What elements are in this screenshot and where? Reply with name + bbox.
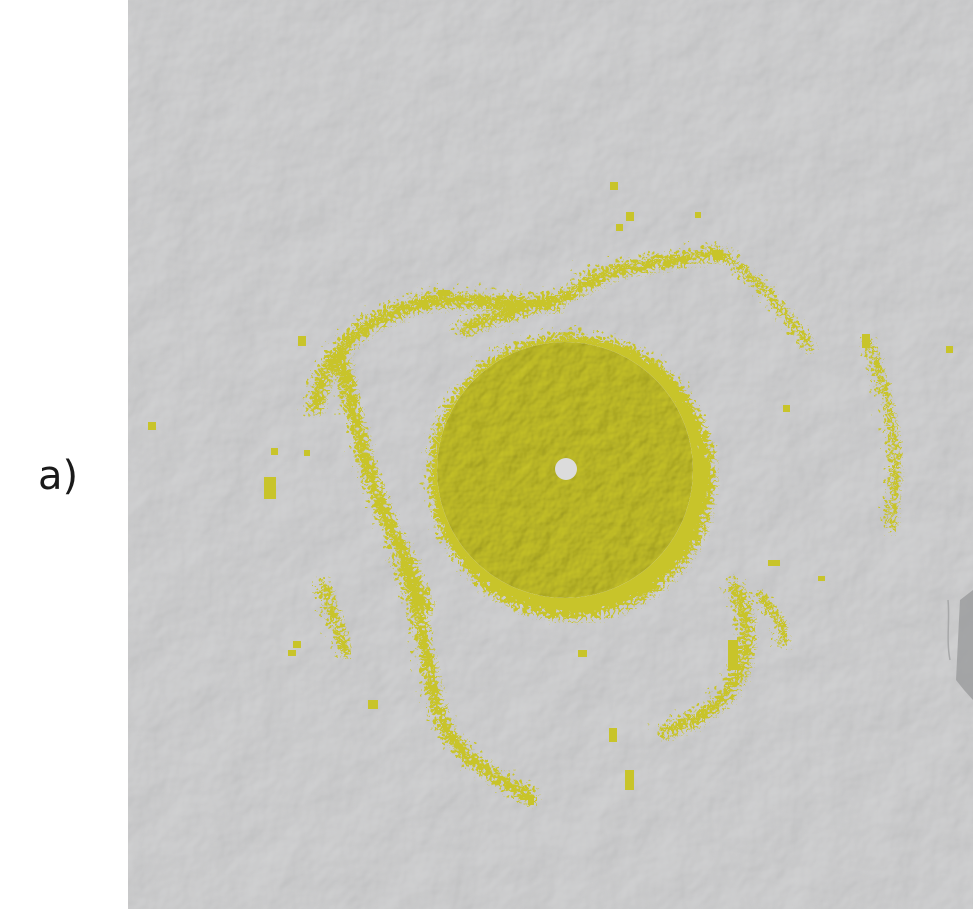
center-observer-marker [555,458,577,480]
overlay-pixel [271,448,278,455]
overlay-ring-lower-right [652,574,746,731]
overlay-pixel [264,477,276,499]
overlay-pixel [148,422,156,430]
overlay-pixel [298,336,306,346]
overlay-pixel [862,334,870,348]
overlay-ring-far-left [311,573,343,650]
terrain-stream [947,599,951,661]
overlay-pixel [818,576,825,581]
overlay-ring-upper-left [301,286,555,407]
overlay-pixel [609,728,617,742]
hillshade-map [128,0,973,909]
overlay-pixel [610,182,618,190]
overlay-pixel [728,640,738,670]
terrain-dark-patch [956,590,973,700]
overlay-ring-far-right [859,336,892,524]
overlay-ring-left [326,343,425,607]
overlay-ring-lower-left [390,554,529,796]
overlay-pixel [616,224,623,231]
overlay-pixel [946,346,953,353]
overlay-pixel [783,405,790,412]
panel-label: a) [38,453,79,499]
overlay-pixel [578,650,587,657]
map-canvas [128,0,973,909]
overlay-pixel [528,795,534,805]
overlay-pixel [768,560,780,566]
overlay-pixel [626,212,634,221]
overlay-pixel [713,250,723,260]
overlay-pixel [625,770,634,790]
visibility-overlay [148,182,953,805]
overlay-pixel [368,700,378,709]
overlay-pixel [438,290,450,296]
overlay-pixel [695,212,701,218]
overlay-pixel [304,450,310,456]
overlay-pixel [288,650,296,656]
overlay-pixel [293,641,301,648]
overlay-ring-upper [452,240,719,328]
overlay-ring-mid-lower-right [749,586,780,639]
